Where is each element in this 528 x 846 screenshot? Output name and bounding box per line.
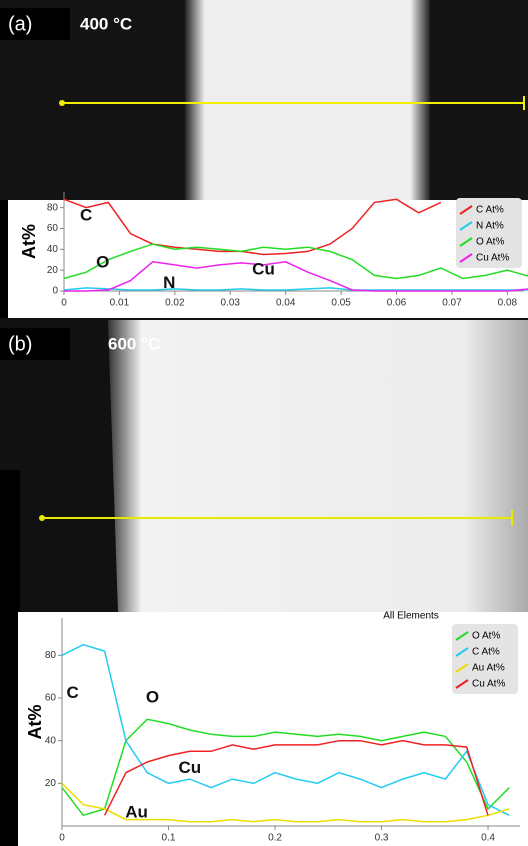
legend-label: Au At% (472, 663, 505, 674)
series-line (61, 718, 510, 817)
legend-swatch (459, 221, 473, 231)
legend-swatch (459, 253, 473, 263)
x-tick-label: 0.2 (268, 833, 282, 844)
y-tick-label: 40 (47, 244, 59, 255)
border (0, 612, 18, 846)
y-tick-label: 40 (45, 735, 57, 746)
annotation: O (96, 252, 109, 271)
x-tick-label: 0 (59, 833, 65, 844)
wire (108, 320, 528, 612)
label-box (0, 8, 70, 40)
scan-start (39, 515, 45, 521)
annotation: C (80, 205, 92, 224)
border (0, 470, 20, 612)
legend (452, 624, 518, 694)
legend-swatch (455, 631, 469, 641)
y-tick-label: 60 (45, 693, 57, 704)
x-tick-label: 0.02 (165, 298, 185, 309)
x-tick-label: 0.3 (375, 833, 389, 844)
annotation: N (163, 273, 175, 292)
y-tick-label: 80 (47, 202, 59, 213)
x-tick-label: 0.04 (276, 298, 296, 309)
legend-swatch (459, 205, 473, 215)
x-tick-label: 0 (61, 298, 67, 309)
legend-swatch (455, 647, 469, 657)
series-line (63, 198, 442, 256)
x-tick-label: 0.03 (221, 298, 241, 309)
x-tick-label: 0.08 (498, 298, 518, 309)
legend-label: C At% (476, 205, 504, 216)
legend (456, 198, 522, 268)
annotation: Au (125, 803, 148, 822)
y-tick-label: 20 (45, 778, 57, 789)
series-line (63, 243, 528, 280)
legend-label: Cu At% (472, 679, 505, 690)
series-line (63, 287, 528, 291)
wire (185, 0, 430, 200)
chart-title: All Elements (383, 611, 439, 622)
legend-label: C At% (472, 647, 500, 658)
y-tick-label: 0 (52, 286, 58, 297)
x-tick-label: 0.06 (387, 298, 407, 309)
annotation: Cu (178, 758, 201, 777)
label-box (0, 328, 70, 360)
annotation: O (146, 687, 159, 706)
scan-start (59, 100, 65, 106)
legend-label: Cu At% (476, 253, 509, 264)
panel-label: (b) (8, 333, 32, 355)
series-line (64, 261, 528, 292)
x-tick-label: 0.01 (110, 298, 130, 309)
legend-swatch (459, 237, 473, 247)
series-line (61, 782, 510, 823)
chart-area (8, 200, 528, 318)
annotation: Cu (252, 260, 275, 279)
temperature: 400 °C (80, 14, 132, 33)
legend-label: N At% (476, 221, 504, 232)
y-tick-label: 20 (47, 265, 59, 276)
series-line (61, 643, 510, 816)
legend-swatch (455, 663, 469, 673)
chart-area (18, 612, 528, 846)
y-tick-label: 60 (47, 223, 59, 234)
x-tick-label: 0.1 (162, 833, 176, 844)
border (0, 200, 8, 318)
legend-label: O At% (472, 631, 500, 642)
y-axis-label: At% (25, 705, 45, 740)
x-tick-label: 0.05 (331, 298, 351, 309)
y-tick-label: 80 (45, 650, 57, 661)
y-axis-label: At% (19, 224, 39, 259)
legend-swatch (455, 679, 469, 689)
annotation: C (67, 683, 79, 702)
legend-label: O At% (476, 237, 504, 248)
x-tick-label: 0.4 (481, 833, 495, 844)
x-tick-label: 0.07 (442, 298, 462, 309)
temperature: 600 °C (108, 334, 160, 353)
panel-label: (a) (8, 13, 32, 35)
series-line (103, 739, 489, 816)
